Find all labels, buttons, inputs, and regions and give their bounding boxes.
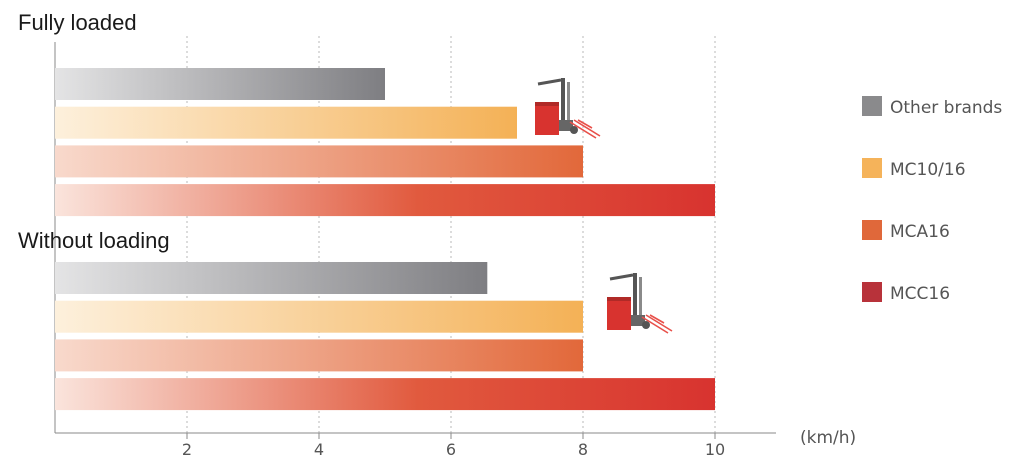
- group-title: Without loading: [18, 228, 170, 253]
- legend-label-mc10-16: MC10/16: [890, 160, 966, 180]
- bar-other-brands: [55, 68, 385, 100]
- x-tick-label: 10: [705, 440, 725, 459]
- legend-swatch-mcc16: [862, 282, 882, 302]
- forklift-icon: [535, 78, 601, 139]
- legend-label-mcc16: MCC16: [890, 284, 950, 304]
- bar-mcc16: [55, 378, 715, 411]
- legend-swatch-mca16: [862, 220, 882, 240]
- legend-swatch-other-brands: [862, 96, 882, 116]
- x-axis-unit: (km/h): [800, 428, 856, 448]
- bar-mc10-16: [55, 106, 517, 139]
- group-title: Fully loaded: [18, 10, 137, 35]
- bar-mc10-16: [55, 300, 583, 333]
- bar-other-brands: [55, 262, 488, 294]
- x-tick-label: 4: [314, 440, 324, 459]
- bar-mca16: [55, 339, 583, 372]
- x-tick-label: 6: [446, 440, 456, 459]
- legend-label-mca16: MCA16: [890, 222, 950, 242]
- x-tick-label: 2: [182, 440, 192, 459]
- bar-mca16: [55, 145, 583, 178]
- x-tick-label: 8: [578, 440, 588, 459]
- bar-mcc16: [55, 184, 715, 217]
- legend-swatch-mc10-16: [862, 158, 882, 178]
- forklift-icon: [607, 273, 673, 334]
- legend-label-other-brands: Other brands: [890, 98, 1002, 118]
